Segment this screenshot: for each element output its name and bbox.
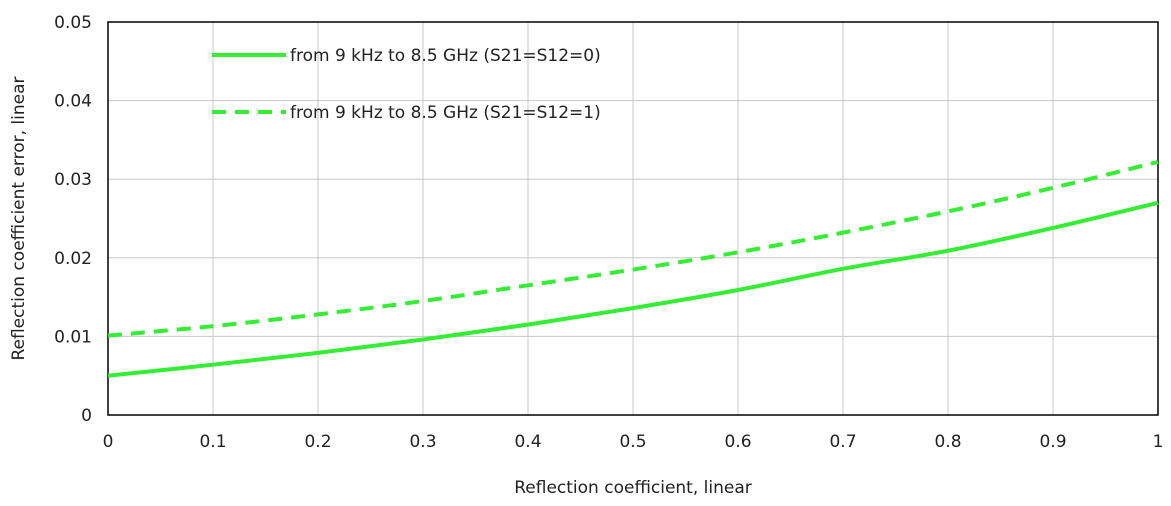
y-axis-label: Reflection coefficient error, linear	[9, 76, 29, 360]
y-tick-label: 0.02	[54, 249, 92, 269]
y-tick-labels: 0 0.01 0.02 0.03 0.04 0.05	[54, 13, 92, 426]
y-tick-label: 0.05	[54, 13, 92, 33]
x-tick-label: 0.6	[724, 432, 751, 452]
y-tick-label: 0.04	[54, 92, 92, 112]
x-tick-label: 0.2	[304, 432, 331, 452]
legend-label-1: from 9 kHz to 8.5 GHz (S21=S12=0)	[290, 46, 601, 66]
x-tick-label: 0	[103, 432, 114, 452]
x-tick-label: 0.3	[409, 432, 436, 452]
x-axis-label: Reflection coefficient, linear	[514, 478, 752, 498]
x-tick-label: 0.1	[199, 432, 226, 452]
x-tick-label: 0.9	[1039, 432, 1066, 452]
legend-label-2: from 9 kHz to 8.5 GHz (S21=S12=1)	[290, 103, 601, 123]
x-tick-label: 0.5	[619, 432, 646, 452]
grid	[108, 22, 1158, 415]
x-tick-label: 0.4	[514, 432, 541, 452]
y-tick-label: 0.03	[54, 170, 92, 190]
y-tick-label: 0.01	[54, 327, 92, 347]
x-tick-label: 0.7	[829, 432, 856, 452]
y-tick-label: 0	[81, 406, 92, 426]
x-tick-label: 1	[1153, 432, 1164, 452]
x-tick-labels: 0 0.1 0.2 0.3 0.4 0.5 0.6 0.7 0.8 0.9 1	[103, 432, 1164, 452]
x-tick-label: 0.8	[934, 432, 961, 452]
legend: from 9 kHz to 8.5 GHz (S21=S12=0) from 9 …	[212, 46, 601, 123]
